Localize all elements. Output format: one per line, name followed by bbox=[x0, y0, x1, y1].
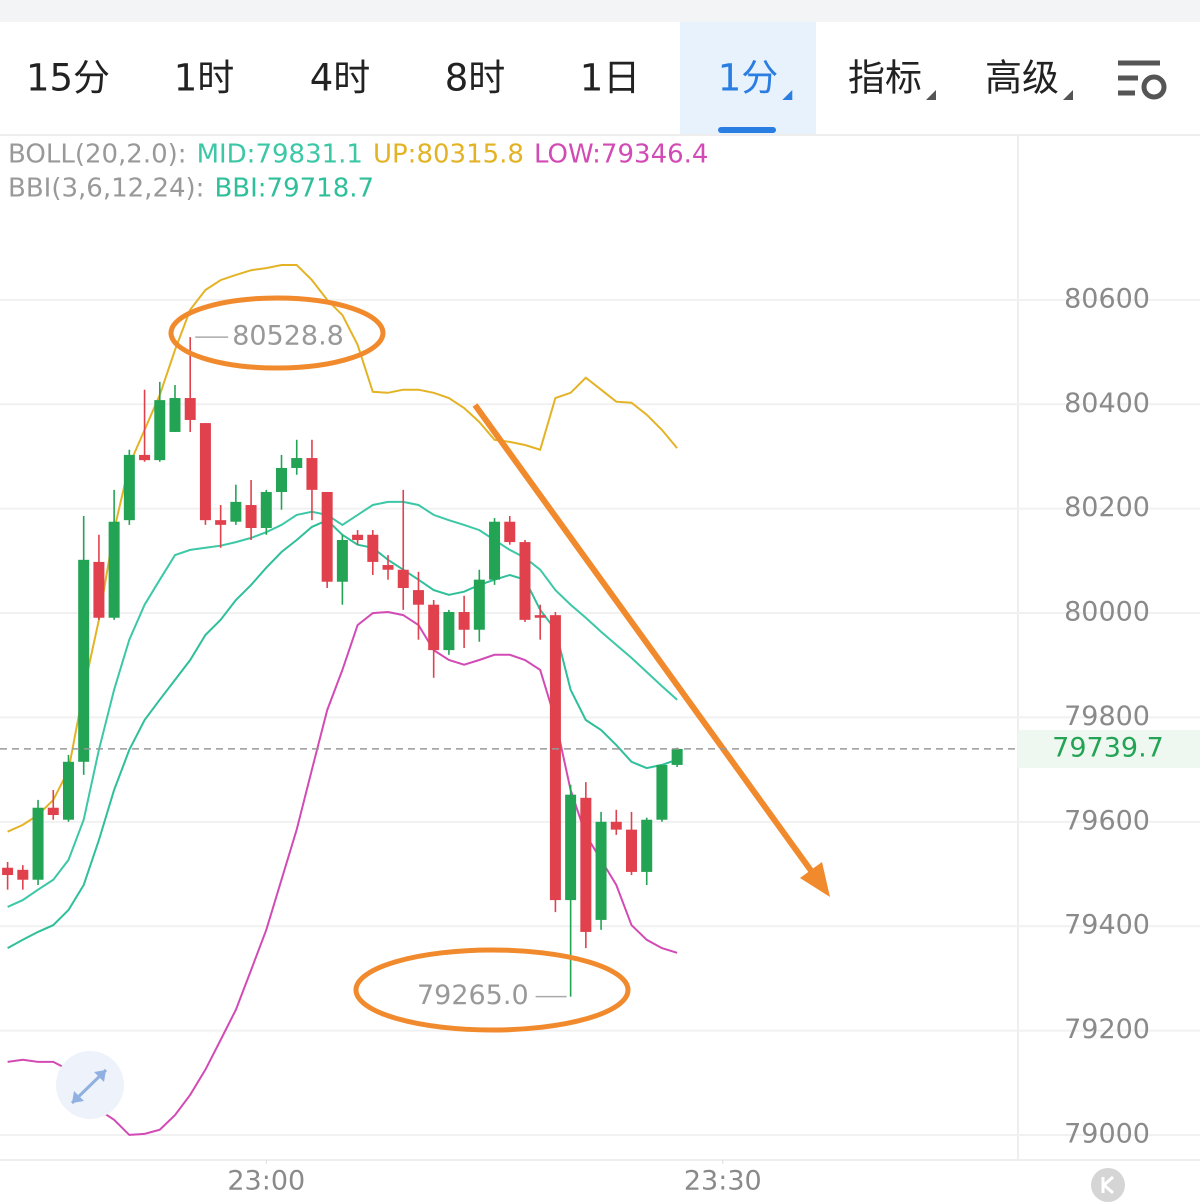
selected-tab-bg bbox=[680, 22, 816, 134]
candle-body bbox=[625, 829, 637, 872]
candle-body bbox=[230, 501, 242, 522]
indicator-label: MID:79831.1 bbox=[197, 140, 363, 170]
dropdown-caret bbox=[782, 90, 793, 100]
candle-body bbox=[382, 565, 394, 570]
candle-body bbox=[108, 521, 120, 618]
candle-body bbox=[534, 615, 546, 618]
indicator-line bbox=[7, 264, 678, 833]
y-tick-label: 79400 bbox=[1064, 910, 1150, 941]
tab[interactable]: 1日 bbox=[580, 57, 641, 100]
candle-body bbox=[93, 561, 105, 618]
indicator-label: BBI:79718.7 bbox=[214, 174, 374, 204]
candle-body bbox=[428, 604, 440, 651]
candle-body bbox=[641, 819, 653, 872]
candle-body bbox=[519, 542, 531, 620]
indicator-line bbox=[7, 610, 678, 1136]
candle-body bbox=[154, 400, 166, 461]
tab[interactable]: 8时 bbox=[445, 57, 506, 100]
candle-body bbox=[184, 398, 196, 420]
tab[interactable]: 高级 bbox=[985, 57, 1059, 100]
candle-body bbox=[473, 579, 485, 630]
high-label: 80528.8 bbox=[232, 321, 344, 352]
candle-body bbox=[489, 521, 501, 580]
tab[interactable]: 1时 bbox=[174, 57, 235, 100]
candle-body bbox=[78, 559, 90, 762]
candle-body bbox=[671, 748, 683, 765]
candle-body bbox=[123, 454, 135, 521]
candle-body bbox=[245, 505, 257, 528]
candle-body bbox=[336, 539, 348, 582]
indicator-label: UP:80315.8 bbox=[373, 140, 524, 170]
y-tick-label: 80400 bbox=[1064, 388, 1150, 419]
annotation-ellipses bbox=[168, 295, 631, 1033]
tab[interactable]: 4时 bbox=[310, 57, 371, 100]
indicator-line bbox=[7, 500, 678, 908]
tab[interactable]: 1分 bbox=[718, 57, 779, 100]
indicator-label: LOW:79346.4 bbox=[534, 140, 708, 170]
tab[interactable]: 指标 bbox=[848, 57, 922, 100]
candle-body bbox=[276, 467, 288, 492]
plot bbox=[0, 264, 1200, 1164]
candle-body bbox=[306, 458, 318, 490]
y-tick-label: 79800 bbox=[1064, 701, 1150, 732]
y-tick-label: 79600 bbox=[1064, 805, 1150, 836]
trend-arrow bbox=[472, 403, 830, 897]
tab[interactable]: 15分 bbox=[26, 57, 110, 100]
candle-body bbox=[260, 491, 272, 528]
candle-body bbox=[215, 520, 227, 525]
candle-body bbox=[352, 534, 364, 540]
candle-body bbox=[169, 398, 181, 432]
last-price-label: 79739.7 bbox=[1052, 732, 1164, 763]
candle-body bbox=[291, 458, 303, 468]
candle-body bbox=[397, 569, 409, 589]
candle-body bbox=[2, 867, 14, 876]
k-button[interactable] bbox=[1091, 1168, 1125, 1202]
status-strip bbox=[0, 0, 1200, 22]
candle-body bbox=[17, 869, 29, 880]
candle-body bbox=[139, 454, 151, 461]
candle-body bbox=[595, 821, 607, 920]
y-tick-label: 80200 bbox=[1064, 492, 1150, 523]
low-label: 79265.0 bbox=[417, 980, 529, 1011]
candle-body bbox=[549, 615, 561, 901]
candle-body bbox=[321, 491, 333, 582]
settings-icon[interactable] bbox=[1118, 60, 1167, 100]
last-price-box bbox=[1018, 729, 1200, 768]
candle-body bbox=[32, 807, 44, 880]
candle-body bbox=[580, 797, 592, 932]
indicator-label: BBI(3,6,12,24): bbox=[8, 174, 204, 204]
indicator-label: BOLL(20,2.0): bbox=[8, 140, 187, 170]
dropdown-caret bbox=[1063, 90, 1073, 100]
dropdown-caret bbox=[926, 90, 936, 100]
y-tick-label: 79000 bbox=[1064, 1118, 1150, 1149]
candle-body bbox=[412, 590, 424, 605]
selected-tab-underline bbox=[718, 127, 776, 133]
candle-body bbox=[443, 612, 455, 651]
candle-body bbox=[504, 521, 516, 543]
candle-body bbox=[458, 612, 470, 630]
y-tick-label: 79200 bbox=[1064, 1014, 1150, 1045]
candle-body bbox=[62, 761, 74, 820]
x-tick-label: 23:00 bbox=[227, 1166, 305, 1197]
candle-body bbox=[367, 534, 379, 562]
candle-body bbox=[199, 423, 211, 521]
expand-button[interactable] bbox=[56, 1051, 124, 1119]
y-tick-label: 80000 bbox=[1064, 597, 1150, 628]
x-tick-label: 23:30 bbox=[684, 1166, 762, 1197]
candle-body bbox=[656, 764, 668, 820]
y-tick-label: 80600 bbox=[1064, 283, 1150, 314]
candle-body bbox=[565, 794, 577, 901]
candle-body bbox=[610, 821, 622, 830]
candle-body bbox=[47, 807, 59, 816]
